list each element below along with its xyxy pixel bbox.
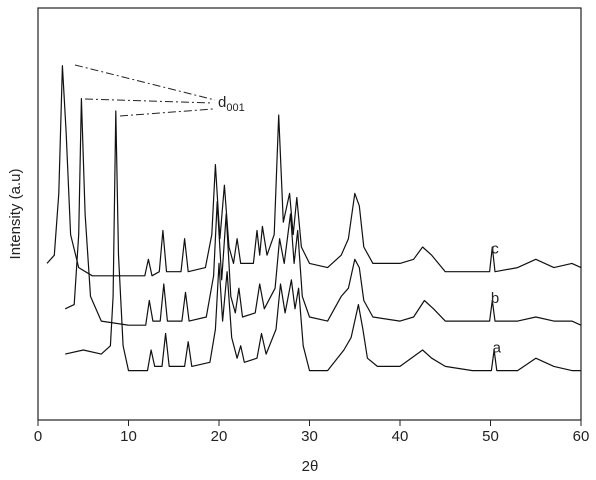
annotation-subscript: 001 <box>226 102 244 114</box>
x-axis-label: 2θ <box>302 458 319 475</box>
series-line <box>46 65 582 277</box>
x-tick-label: 20 <box>211 428 228 445</box>
y-axis-label: Intensity (a.u) <box>7 169 24 260</box>
x-tick-label: 50 <box>482 428 499 445</box>
d001-leader <box>74 64 216 101</box>
x-tick-label: 40 <box>392 428 409 445</box>
series-line <box>64 98 582 326</box>
x-tick-label: 0 <box>34 428 42 445</box>
series-label: a <box>493 340 502 357</box>
d001-leader <box>84 98 214 104</box>
plot-frame <box>37 7 582 421</box>
series-line <box>65 110 581 372</box>
x-tick-label: 30 <box>301 428 318 445</box>
series-label: c <box>491 241 499 258</box>
series-label: b <box>491 290 499 307</box>
annotation-text: d <box>218 94 226 111</box>
x-tick-label: 10 <box>120 428 137 445</box>
d001-leader <box>119 108 214 117</box>
x-tick-label: 60 <box>573 428 590 445</box>
d001-annotation: d001 <box>218 94 245 114</box>
